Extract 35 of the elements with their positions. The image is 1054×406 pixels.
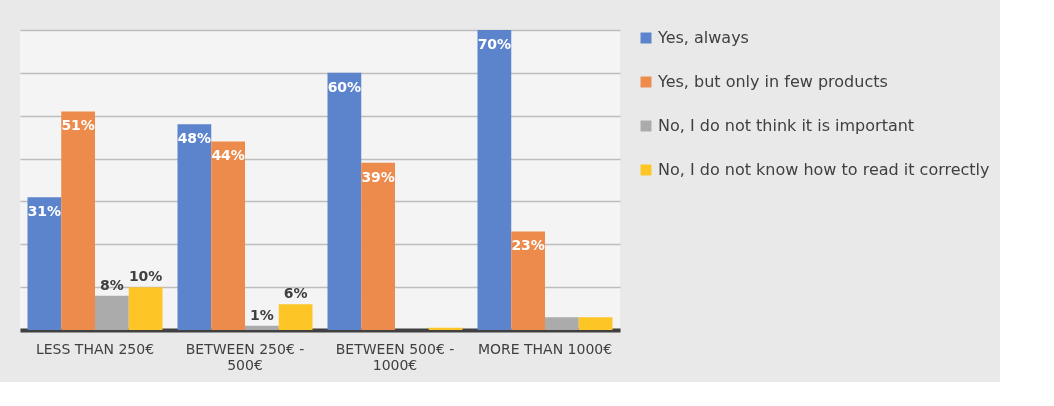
data-label: 1%	[249, 306, 274, 323]
bar	[327, 72, 362, 330]
data-label: 10%	[128, 268, 163, 285]
legend-label: No, I do not know how to read it correctly	[658, 160, 990, 179]
bar	[211, 141, 245, 330]
bar	[278, 304, 313, 330]
data-label: 60%	[327, 78, 362, 95]
x-tick-label: MORE THAN 1000€	[477, 340, 613, 357]
x-tick-label: LESS THAN 250€	[35, 340, 155, 357]
bar	[61, 111, 95, 330]
bar	[95, 295, 129, 330]
x-tick-label: BETWEEN 250€ - 500€	[185, 340, 305, 373]
legend-label: Yes, always	[657, 28, 749, 47]
data-label: 39%	[361, 168, 395, 185]
data-label: 31%	[27, 203, 62, 220]
data-label: 48%	[177, 130, 212, 147]
bar	[477, 30, 512, 330]
data-label: 6%	[283, 285, 308, 302]
bar	[27, 197, 62, 330]
bar	[545, 317, 579, 330]
bar	[128, 287, 163, 330]
bar	[177, 124, 212, 330]
data-label: 44%	[211, 147, 245, 164]
bar	[428, 327, 463, 330]
data-label: 23%	[511, 237, 545, 254]
bar	[245, 325, 279, 330]
x-tick-label: BETWEEN 500€ - 1000€	[335, 340, 455, 373]
data-label: 51%	[61, 117, 95, 134]
bar	[361, 162, 395, 330]
legend-label: No, I do not think it is important	[658, 116, 915, 135]
legend-label: Yes, but only in few products	[657, 72, 888, 91]
bar	[511, 231, 545, 330]
bar	[578, 317, 613, 330]
data-label: 8%	[99, 276, 124, 293]
data-label: 70%	[477, 36, 512, 52]
